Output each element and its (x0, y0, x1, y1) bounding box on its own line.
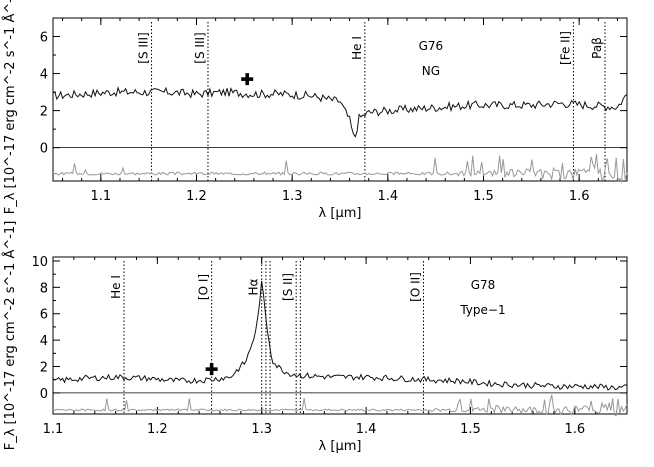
x-tick-label: 1.4 (377, 189, 398, 204)
emission-line-label: He I (350, 36, 364, 60)
y-axis-label: F_λ [10^-17 erg cm^-2 s^-1 Å^-1] (2, 221, 18, 451)
spectrum-line (52, 86, 628, 138)
x-tick-label: 1.5 (460, 422, 481, 437)
object-name: G78 (471, 278, 496, 292)
x-tick-label: 1.2 (147, 422, 168, 437)
emission-line-label: [S III] (193, 32, 207, 63)
x-tick-label: 1.2 (186, 189, 207, 204)
emission-line-label: He I (109, 275, 123, 299)
spectrum-line (52, 280, 628, 391)
y-tick-label: 4 (40, 334, 48, 349)
panel-top: 1.1 1.2 1.3 1.4 1.5 1.6 0 2 4 6 [S III] [S III] He I… (2, 0, 628, 221)
y-tick-label: 8 (40, 281, 48, 296)
y-tick-label: 0 (40, 142, 48, 157)
emission-line-label: Hα (247, 278, 261, 295)
x-tick-label: 1.6 (569, 189, 590, 204)
x-axis-label: λ [μm] (319, 439, 362, 454)
plus-marker (205, 363, 218, 376)
plus-marker (241, 73, 254, 86)
x-tick-label: 1.4 (356, 422, 377, 437)
x-tick-label: 1.5 (473, 189, 494, 204)
emission-line-label: [O II] (408, 272, 422, 302)
y-tick-label: 2 (40, 105, 48, 120)
plot-frame (52, 17, 628, 182)
x-tick-label: 1.3 (282, 189, 303, 204)
emission-line-label: [O I] (197, 274, 211, 300)
x-axis-label: λ [μm] (319, 206, 362, 221)
emission-line-label: [Fe II] (558, 31, 572, 65)
object-type: Type−1 (459, 303, 505, 317)
x-tick-label: 1.3 (251, 422, 272, 437)
y-axis-label: F_λ [10^-17 erg cm^-2 s^-1 Å^-1] (2, 0, 18, 214)
residual-line (52, 394, 628, 417)
y-tick-label: 2 (40, 361, 48, 376)
emission-line-label: [S III] (137, 32, 151, 63)
emission-line-label: Paβ (590, 37, 604, 59)
x-tick-label: 1.6 (564, 422, 585, 437)
y-tick-label: 6 (40, 31, 48, 46)
y-tick-label: 4 (40, 68, 48, 83)
y-tick-label: 10 (31, 255, 48, 270)
plot-frame (52, 256, 628, 415)
y-tick-label: 6 (40, 308, 48, 323)
x-tick-label: 1.1 (43, 422, 64, 437)
object-type: NG (422, 64, 440, 78)
object-name: G76 (419, 39, 444, 53)
residual-line (52, 153, 628, 184)
emission-line-label: [S II] (281, 273, 295, 301)
x-tick-label: 1.1 (90, 189, 111, 204)
y-tick-label: 0 (40, 387, 48, 402)
panel-bottom: 1.1 1.2 1.3 1.4 1.5 1.6 0 2 4 6 8 10 He I [O I] Hα [S I… (2, 221, 628, 454)
